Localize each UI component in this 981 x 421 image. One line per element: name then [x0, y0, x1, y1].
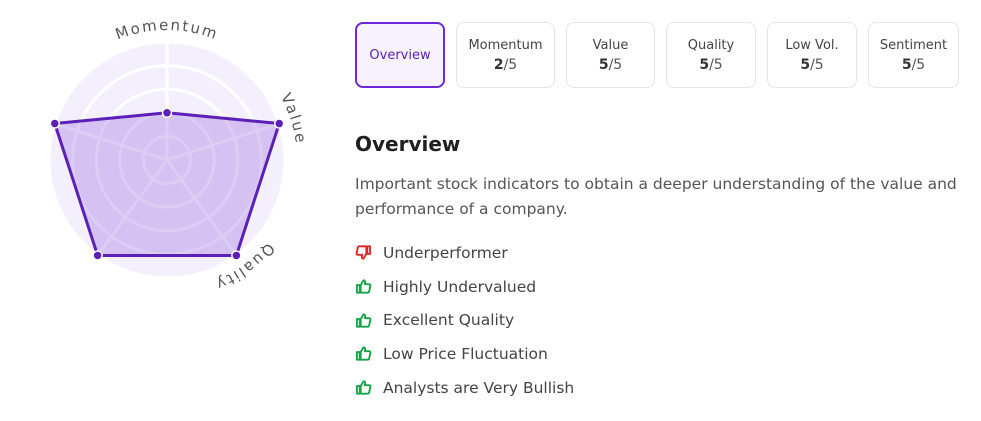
score-value: 5: [598, 56, 609, 73]
thumbs-up-icon: [355, 346, 372, 361]
icon-shape: [355, 313, 372, 328]
indicator-list: Underperformer Highly Undervalued Excellen…: [355, 236, 975, 404]
tab-score: 5/5: [800, 57, 823, 73]
indicator-text: Analysts are Very Bullish: [383, 378, 575, 397]
thumbs-down-icon: [355, 245, 372, 260]
overview-section: Overview Important stock indicators to o…: [355, 132, 975, 404]
score-value: 2: [493, 56, 504, 73]
radar-point: [161, 107, 173, 119]
radar-point: [231, 250, 242, 261]
tab-bar: Overview Momentum 2/5 Value 5/5 Quality 5/5 Low…: [355, 22, 959, 88]
tab-label: Quality: [687, 37, 735, 53]
thumbs-up-icon: [355, 313, 372, 328]
radar-area: [53, 111, 281, 257]
tab[interactable]: Quality 5/5: [666, 22, 756, 88]
score-max: /5: [810, 56, 824, 73]
score-max: /5: [911, 56, 926, 73]
spoke: [54, 122, 168, 162]
tab-score: 5/5: [699, 57, 722, 73]
axis-label: Sentiment: [0, 0, 8, 4]
thumbs-up-icon: [355, 380, 372, 395]
indicator-item: Analysts are Very Bullish: [355, 371, 975, 405]
icon-shape: [355, 380, 372, 395]
tab-label: Sentiment: [879, 37, 948, 53]
tab-label: Overview: [369, 47, 431, 63]
score-max: /5: [503, 56, 518, 73]
radar-point: [49, 118, 61, 129]
tab-label: Low Vol.: [785, 37, 839, 53]
icon-shape: [355, 279, 372, 294]
tab[interactable]: Low Vol. 5/5: [767, 22, 857, 88]
score-value: 5: [901, 56, 912, 73]
radar-chart: MomentumValueQualityLow VolatilitySentim…: [0, 0, 308, 294]
icon-shape: [355, 346, 372, 361]
tab-score: 5/5: [599, 57, 622, 73]
tab[interactable]: Value 5/5: [566, 22, 655, 88]
radar-point: [92, 250, 103, 261]
axis-label-path: Low Volatility: [0, 0, 5, 4]
tab-score: 2/5: [494, 57, 517, 73]
score-max: /5: [709, 56, 723, 73]
indicator-item: Excellent Quality: [355, 303, 975, 337]
section-title: Overview: [355, 132, 461, 156]
axis-label: Low Volatility: [0, 0, 7, 4]
indicator-text: Excellent Quality: [383, 311, 515, 330]
thumbs-up-icon: [355, 279, 372, 294]
tab[interactable]: Momentum 2/5: [456, 22, 555, 88]
indicator-text: Underperformer: [383, 243, 508, 262]
axis-label-path: Sentiment: [0, 0, 6, 4]
tab-label: Value: [592, 37, 629, 53]
tab-label: Momentum: [468, 37, 543, 53]
icon-shape: [355, 245, 372, 260]
indicator-item: Low Price Fluctuation: [355, 337, 975, 371]
score-value: 5: [699, 56, 710, 73]
indicator-item: Highly Undervalued: [355, 270, 975, 304]
section-description: Important stock indicators to obtain a d…: [355, 175, 957, 218]
indicator-text: Highly Undervalued: [383, 277, 537, 296]
tab[interactable]: Sentiment 5/5: [868, 22, 959, 88]
spoke: [96, 159, 169, 257]
score-value: 5: [800, 56, 811, 73]
spoke: [166, 122, 280, 162]
tab-score: 5/5: [902, 57, 925, 73]
tab[interactable]: Overview: [355, 22, 445, 88]
indicator-text: Low Price Fluctuation: [383, 344, 548, 363]
axis-label-path: Momentum: [113, 16, 219, 43]
radar-point: [273, 118, 285, 129]
score-max: /5: [608, 56, 623, 73]
axis-label: Momentum: [113, 16, 221, 43]
spoke: [165, 159, 238, 257]
indicator-item: Underperformer: [355, 236, 975, 270]
